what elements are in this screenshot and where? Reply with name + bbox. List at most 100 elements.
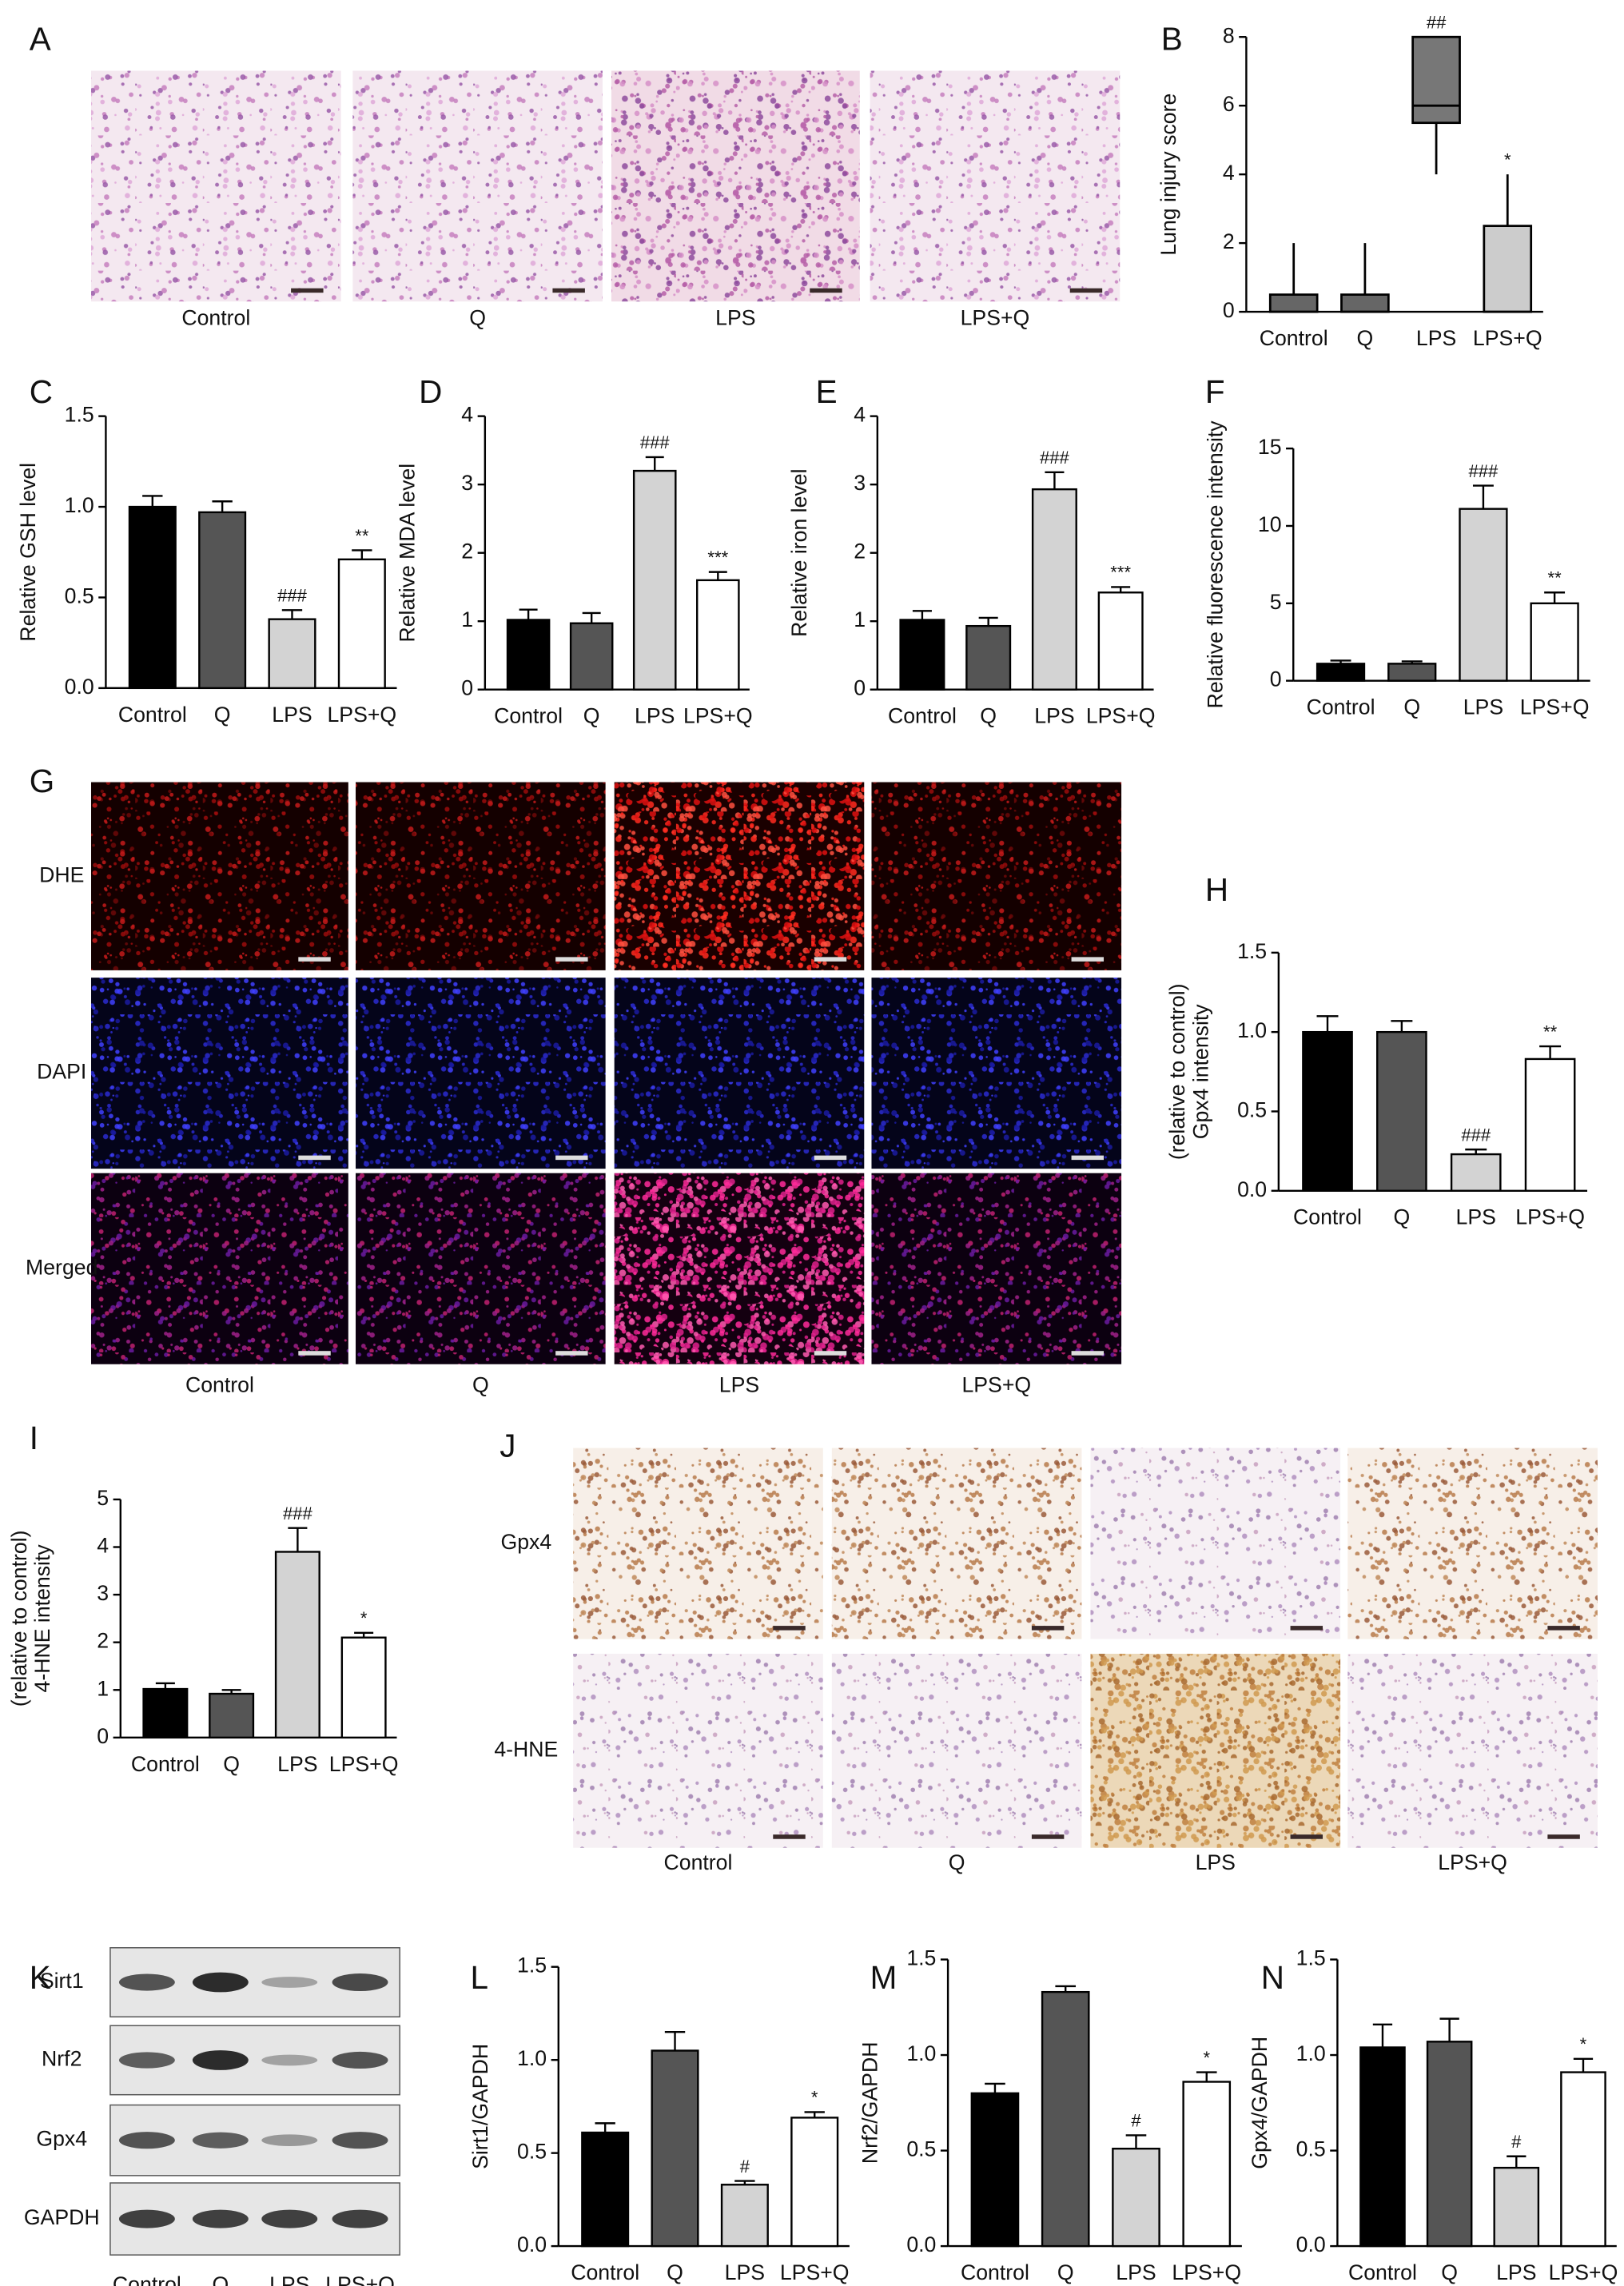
- micrograph: [356, 978, 606, 1169]
- micrograph: [614, 978, 865, 1169]
- scale-bar: [1071, 1155, 1105, 1161]
- micrograph: [356, 782, 606, 970]
- x-tick-label: LPS: [277, 1752, 317, 1776]
- significance-label: ***: [1110, 563, 1131, 583]
- significance-label: #: [740, 2157, 750, 2176]
- panel-label: J: [500, 1427, 515, 1464]
- panel-label: B: [1161, 20, 1183, 57]
- y-tick-label: 0: [854, 676, 866, 700]
- bar: [142, 1687, 189, 1739]
- bar: [1493, 2166, 1540, 2248]
- y-axis-label: 4-HNE intensity: [30, 1544, 54, 1693]
- bar: [198, 511, 247, 690]
- column-label: Q: [469, 305, 486, 329]
- y-tick-label: 1.0: [906, 2041, 936, 2065]
- micrograph: [614, 782, 865, 970]
- y-tick-label: 4: [97, 1534, 109, 1558]
- row-label: Merged: [26, 1255, 98, 1279]
- scale-bar: [298, 1155, 331, 1161]
- micrograph: [871, 1173, 1122, 1364]
- y-axis-label: Relative GSH level: [16, 463, 40, 642]
- micrograph: [1090, 1448, 1341, 1639]
- y-tick-label: 1: [854, 607, 866, 631]
- bar: [1041, 1990, 1090, 2248]
- bar: [720, 2184, 769, 2248]
- panel-label: D: [419, 373, 442, 410]
- micrograph: [1347, 1448, 1598, 1639]
- blot-band: [261, 2134, 318, 2147]
- scale-bar: [555, 957, 588, 962]
- panel-label: A: [30, 20, 51, 57]
- x-tick-label: Q: [583, 704, 600, 728]
- x-tick-label: Q: [1357, 326, 1374, 350]
- column-label: LPS: [715, 305, 755, 329]
- significance-label: ###: [640, 432, 671, 452]
- y-tick-label: 1.0: [1237, 1018, 1267, 1042]
- blot-band: [118, 2209, 175, 2228]
- scale-bar: [773, 1834, 806, 1839]
- x-tick-label: LPS: [1463, 695, 1503, 719]
- significance-label: *: [360, 1608, 368, 1628]
- blot-band: [332, 1973, 388, 1992]
- y-tick-label: 2: [1223, 229, 1235, 253]
- y-tick-label: 2: [854, 540, 866, 564]
- x-tick-label: LPS+Q: [1172, 2260, 1241, 2284]
- x-tick-label: LPS: [1116, 2260, 1156, 2284]
- scale-bar: [298, 957, 331, 962]
- y-tick-label: 1.0: [65, 493, 94, 517]
- y-tick-label: 6: [1223, 92, 1235, 116]
- blot-band: [261, 2054, 318, 2066]
- column-label: LPS+Q: [1438, 1850, 1507, 1874]
- blot-band: [118, 1973, 175, 1991]
- scale-bar: [814, 1351, 847, 1356]
- y-tick-label: 8: [1223, 23, 1235, 47]
- significance-label: ###: [283, 1503, 313, 1523]
- scale-bar: [555, 1155, 588, 1161]
- row-label: Gpx4: [500, 1530, 551, 1554]
- x-tick-label: Control: [494, 704, 563, 728]
- scale-bar: [814, 1155, 847, 1161]
- x-tick-label: Control: [118, 703, 187, 727]
- micrograph: [91, 70, 341, 302]
- significance-label: **: [1548, 568, 1562, 588]
- blot-band: [332, 2051, 388, 2069]
- significance-label: ###: [1040, 448, 1070, 468]
- bar: [274, 1551, 320, 1739]
- scale-bar: [1547, 1834, 1580, 1839]
- scale-bar: [298, 1351, 331, 1356]
- y-tick-label: 0: [1270, 667, 1282, 691]
- y-tick-label: 3: [461, 471, 473, 495]
- significance-label: ***: [707, 548, 728, 568]
- x-tick-label: LPS+Q: [683, 704, 753, 728]
- x-tick-label: LPS: [272, 703, 312, 727]
- bar: [337, 558, 386, 690]
- y-tick-label: 10: [1258, 512, 1282, 536]
- x-tick-label: Q: [1393, 1205, 1410, 1229]
- y-tick-label: 0: [1223, 298, 1235, 322]
- y-axis-label: (relative to control): [1165, 983, 1189, 1160]
- scale-bar: [1069, 288, 1103, 293]
- bar: [1182, 2081, 1232, 2248]
- y-tick-label: 0.0: [1237, 1177, 1267, 1201]
- micrograph: [1090, 1654, 1341, 1848]
- x-tick-label: LPS: [1456, 1205, 1496, 1229]
- x-tick-label: Control: [1260, 326, 1328, 350]
- significance-label: **: [1543, 1022, 1558, 1041]
- y-axis-label: Relative iron level: [787, 468, 811, 636]
- x-tick-label: Control: [1307, 695, 1375, 719]
- significance-label: ###: [1469, 461, 1499, 481]
- y-axis-label: Gpx4/GAPDH: [1248, 2037, 1272, 2169]
- significance-label: ###: [1461, 1125, 1491, 1145]
- micrograph: [871, 782, 1122, 970]
- significance-label: #: [1131, 2111, 1141, 2131]
- scale-bar: [1071, 957, 1105, 962]
- y-tick-label: 4: [1223, 161, 1235, 185]
- significance-label: ##: [1427, 12, 1447, 32]
- blot-band: [192, 1972, 249, 1993]
- bar: [790, 2117, 839, 2248]
- blot-band: [192, 2050, 249, 2070]
- y-tick-label: 1: [461, 607, 473, 631]
- bar: [970, 2092, 1020, 2248]
- column-label: Control: [185, 1372, 254, 1396]
